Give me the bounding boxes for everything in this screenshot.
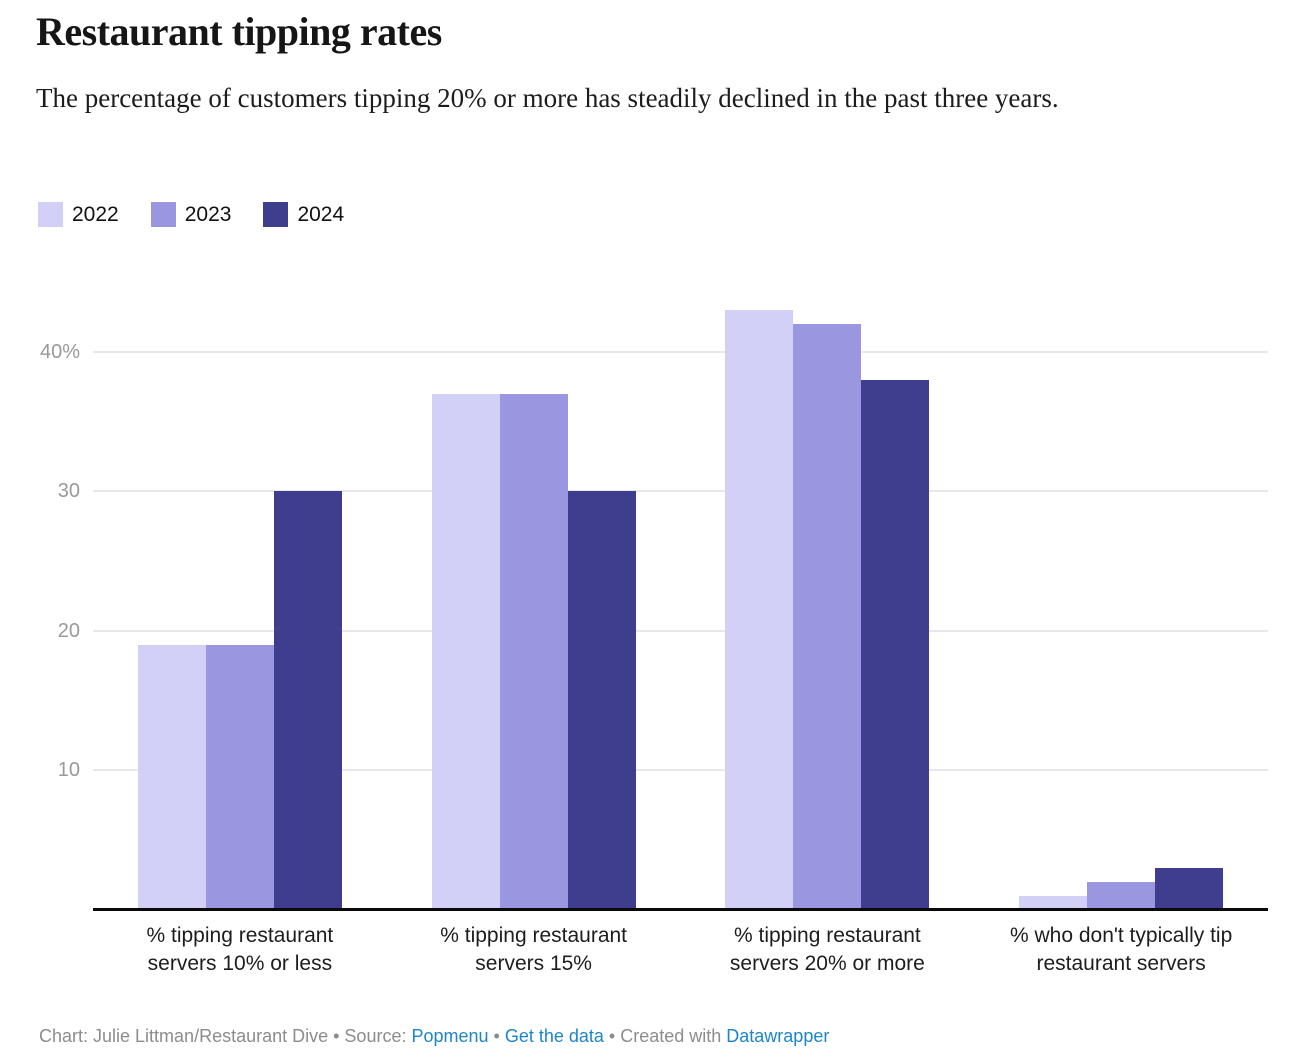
bar-2022-group3	[725, 309, 794, 910]
bar-2024-group1	[273, 491, 342, 910]
footer-text: Chart: Julie Littman/Restaurant Dive • S…	[39, 1026, 412, 1046]
bar-2022-group1	[137, 644, 206, 910]
x-axis-category-label-3: % tipping restaurant servers 20% or more	[729, 924, 925, 975]
bar-group-1	[93, 300, 387, 910]
legend-swatch	[38, 202, 63, 227]
legend-label: 2022	[72, 202, 119, 226]
gridline-30	[93, 490, 1268, 493]
chart-footer: Chart: Julie Littman/Restaurant Dive • S…	[39, 1026, 829, 1047]
y-axis-tick-label: 20	[57, 619, 80, 642]
bar-group-2	[387, 300, 681, 910]
bar-2022-group4	[1019, 896, 1088, 910]
legend-label: 2024	[297, 202, 345, 226]
gridline-20	[93, 629, 1268, 632]
bar-group-3	[681, 300, 975, 910]
bar-2023-group2	[499, 393, 568, 910]
footer-link-get-the-data[interactable]: Get the data	[504, 1026, 604, 1046]
footer-link-popmenu[interactable]: Popmenu	[411, 1026, 489, 1046]
legend-item-2024: 2024	[263, 202, 344, 227]
bar-2023-group3	[793, 323, 862, 910]
x-axis-category-label-2: % tipping restaurant servers 15%	[440, 924, 628, 975]
footer-text: • Created with	[603, 1026, 727, 1046]
gridline-40	[93, 350, 1268, 353]
footer-link-datawrapper[interactable]: Datawrapper	[726, 1026, 830, 1046]
x-axis-line	[93, 908, 1268, 911]
bar-2024-group3	[861, 379, 930, 910]
y-axis-tick-label: 10	[57, 759, 80, 782]
plot-area: 10 20 30 40%	[40, 300, 1268, 910]
footer-text: •	[488, 1026, 505, 1046]
bar-2022-group2	[431, 393, 500, 910]
gridlines	[93, 300, 1268, 910]
chart-subtitle: The percentage of customers tipping 20% …	[36, 83, 1059, 113]
y-axis-tick-label: 40%	[39, 340, 80, 363]
legend: 2022 2023 2024	[38, 202, 344, 227]
bar-2023-group4	[1087, 882, 1156, 910]
x-axis-category-label-1: % tipping restaurant servers 10% or less	[146, 924, 334, 975]
chart-title: Restaurant tipping rates	[36, 9, 442, 54]
bar-groups	[93, 300, 1268, 910]
bar-2024-group4	[1155, 868, 1224, 910]
gridline-10	[93, 769, 1268, 772]
bar-2023-group1	[205, 644, 274, 910]
legend-item-2023: 2023	[150, 202, 232, 227]
legend-swatch	[263, 202, 289, 227]
bar-group-4	[974, 300, 1268, 910]
bar-2024-group2	[567, 491, 636, 910]
y-axis-tick-label: 30	[57, 480, 80, 503]
x-axis-category-labels: % tipping restaurant servers 10% or less%…	[93, 922, 1268, 978]
legend-swatch	[150, 202, 176, 227]
legend-label: 2023	[184, 202, 232, 226]
legend-item-2022: 2022	[38, 202, 119, 227]
x-axis-category-label-4: % who don't typically tip restaurant serv…	[1009, 924, 1233, 975]
